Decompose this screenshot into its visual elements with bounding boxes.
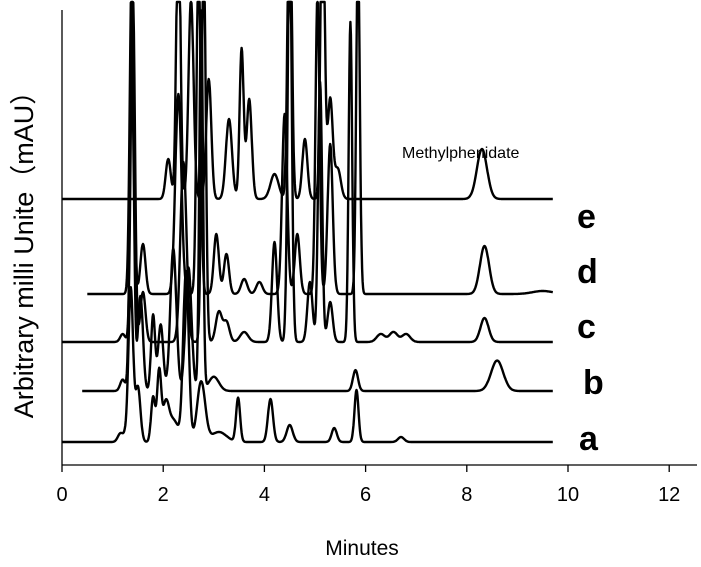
x-axis-title: Minutes xyxy=(325,537,399,560)
trace-e xyxy=(61,0,554,201)
x-tick-label: 8 xyxy=(461,484,472,506)
x-ticks: 0 2 4 6 8 10 12 xyxy=(56,465,680,506)
x-tick-label: 2 xyxy=(158,484,169,506)
trace-label-a: a xyxy=(579,420,599,458)
trace-a xyxy=(61,269,554,444)
y-axis-title: Arbitrary milli Unite（mAU） xyxy=(9,78,39,419)
x-tick-label: 10 xyxy=(557,484,579,506)
trace-d xyxy=(86,0,554,296)
axes xyxy=(61,10,697,466)
x-tick-label: 4 xyxy=(259,484,270,506)
traces xyxy=(61,0,554,444)
trace-label-d: d xyxy=(577,253,598,291)
x-tick-label: 0 xyxy=(56,484,67,506)
x-tick-label: 6 xyxy=(360,484,371,506)
trace-label-c: c xyxy=(577,308,596,346)
annotation-methylphenidate: Methylphenidate xyxy=(402,145,520,162)
trace-label-b: b xyxy=(583,364,604,402)
trace-c xyxy=(61,0,554,344)
trace-b xyxy=(81,9,554,393)
trace-label-e: e xyxy=(577,198,596,236)
x-tick-label: 12 xyxy=(658,484,680,506)
